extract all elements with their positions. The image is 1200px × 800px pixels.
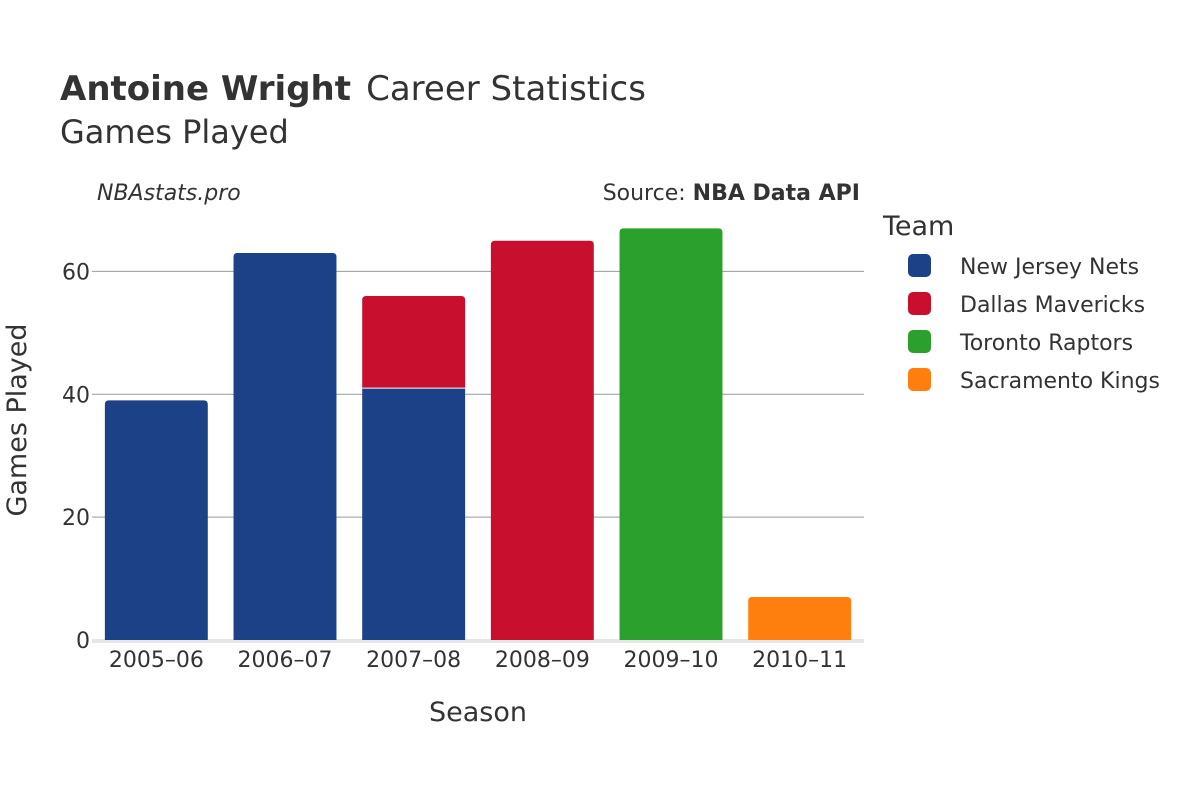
title-rest: Career Statistics <box>366 69 646 109</box>
legend-swatch <box>908 254 931 277</box>
x-tick-labels: 2005–06 2006–07 2007–08 2008–09 2009–10 2010–… <box>109 648 847 673</box>
legend-swatch <box>908 292 931 315</box>
x-tick-label: 2009–10 <box>624 648 719 673</box>
y-axis-title: Games Played <box>2 323 33 516</box>
legend-item[interactable]: Dallas Mavericks <box>908 292 1145 318</box>
legend-swatch <box>908 330 931 353</box>
y-tick-label: 40 <box>62 383 90 408</box>
legend-label: Dallas Mavericks <box>960 293 1145 318</box>
y-tick-label: 0 <box>76 629 90 654</box>
x-tick-label: 2010–11 <box>752 648 847 673</box>
bar-segment[interactable] <box>619 228 723 640</box>
grid-lines <box>92 270 864 643</box>
bar-segment[interactable] <box>490 240 594 640</box>
source-prefix: Source: <box>603 181 693 206</box>
source-name: NBA Data API <box>693 181 860 206</box>
bar-segment[interactable] <box>362 296 466 389</box>
legend-label: New Jersey Nets <box>960 255 1139 280</box>
legend-label: Toronto Raptors <box>959 331 1133 356</box>
x-tick-label: 2007–08 <box>366 648 461 673</box>
legend: New Jersey Nets Dallas Mavericks Toronto R… <box>908 254 1160 394</box>
bar-segment[interactable] <box>362 388 466 640</box>
y-tick-labels: 0 20 40 60 <box>62 260 90 654</box>
chart-subtitle: Games Played <box>60 113 289 151</box>
site-watermark: NBAstats.pro <box>97 181 241 206</box>
bar-segment[interactable] <box>748 597 852 640</box>
x-tick-label: 2005–06 <box>109 648 204 673</box>
bar-segment[interactable] <box>233 253 337 640</box>
x-axis-title: Season <box>429 697 527 728</box>
chart-title: Antoine Wright Career Statistics <box>60 69 646 109</box>
bar-segment[interactable] <box>104 400 208 640</box>
source-credit: Source: NBA Data API <box>603 181 860 206</box>
bars <box>104 228 852 640</box>
legend-label: Sacramento Kings <box>960 369 1160 394</box>
legend-swatch <box>908 368 931 391</box>
x-tick-label: 2008–09 <box>495 648 590 673</box>
player-name: Antoine Wright <box>60 69 351 109</box>
legend-item[interactable]: New Jersey Nets <box>908 254 1139 280</box>
legend-title: Team <box>882 211 954 242</box>
y-tick-label: 60 <box>62 260 90 285</box>
y-tick-label: 20 <box>62 506 90 531</box>
x-tick-label: 2006–07 <box>238 648 333 673</box>
legend-item[interactable]: Sacramento Kings <box>908 368 1160 394</box>
legend-item[interactable]: Toronto Raptors <box>908 330 1133 356</box>
